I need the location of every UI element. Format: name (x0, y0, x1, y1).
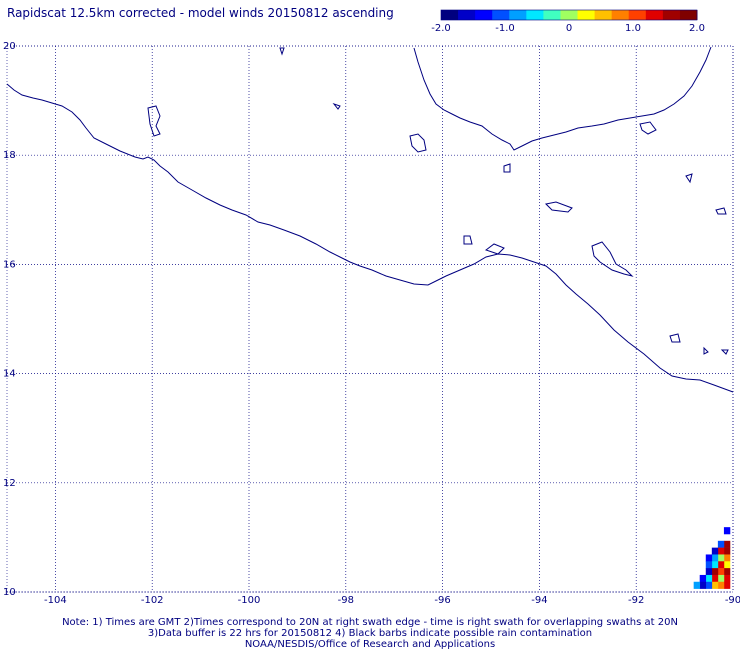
colorbar-segment (662, 10, 681, 20)
colorbar-tick-label: 1.0 (625, 23, 641, 34)
swath-cell (723, 554, 731, 562)
swath-cell (705, 561, 713, 569)
longitude-label: -100 (238, 595, 261, 606)
colorbar-tick-label: -2.0 (431, 23, 451, 34)
latitude-label: 16 (3, 259, 16, 270)
island-14 (279, 47, 285, 56)
longitude-label: -92 (628, 595, 644, 606)
latitude-labels: 10 12 14 16 18 20 (3, 41, 16, 598)
swath-cell (711, 561, 719, 569)
colorbar-segment (611, 10, 630, 20)
swath-cell (717, 547, 725, 555)
colorbar-segment (492, 10, 510, 20)
island-13 (720, 349, 729, 355)
lat-lon-grid (7, 45, 734, 593)
wind-swath (693, 527, 731, 589)
colorbar-segment (441, 10, 459, 20)
latitude-label: 18 (3, 150, 16, 161)
swath-cell (717, 574, 725, 583)
colorbar-frame (440, 9, 698, 21)
latitude-label: 12 (3, 478, 16, 489)
swath-cell (723, 574, 731, 583)
swath-cell (717, 554, 725, 562)
island-3 (409, 133, 427, 153)
longitude-label: -98 (338, 595, 354, 606)
swath-cell (699, 581, 707, 589)
map-frame (6, 45, 734, 593)
colorbar-tick-label: 2.0 (689, 23, 705, 34)
colorbar-segment (526, 10, 544, 20)
swath-cell (705, 554, 713, 562)
longitude-label: -94 (531, 595, 547, 606)
colorbar-ticks: -2.0 -1.0 0 1.0 2.0 (431, 23, 705, 34)
note-line-1: Note: 1) Times are GMT 2)Times correspon… (62, 617, 678, 628)
latitude-label: 10 (3, 587, 16, 598)
colorbar-segment (577, 10, 596, 20)
island-11 (669, 333, 681, 343)
latitude-label: 14 (3, 369, 16, 380)
note-line-3: NOAA/NESDIS/Office of Research and Appli… (244, 639, 496, 650)
swath-cell (723, 527, 731, 535)
longitude-labels: -104 -102 -100 -98 -96 -94 -92 -90 (44, 595, 740, 606)
island-6 (463, 235, 473, 245)
island-7 (484, 243, 505, 255)
island-4 (503, 163, 511, 173)
longitude-label: -96 (434, 595, 450, 606)
island-2 (332, 102, 341, 110)
colorbar-tick-label: -1.0 (495, 23, 515, 34)
colorbar-tick-label: 0 (566, 23, 572, 34)
colorbar-segment (543, 10, 561, 20)
colorbar-segment (509, 10, 527, 20)
island-9 (685, 173, 693, 184)
swath-cell (717, 568, 725, 576)
swath-cell (717, 561, 725, 569)
gulf-coastline (413, 46, 712, 151)
longitude-label: -90 (725, 595, 740, 606)
note-line-2: 3)Data buffer is 22 hrs for 20150812 4) … (147, 628, 593, 639)
colorbar-segment (628, 10, 647, 20)
swath-cell (711, 581, 719, 589)
swath-cell (717, 540, 725, 548)
swath-cell (717, 581, 725, 589)
colorbar-segment (594, 10, 613, 20)
colorbar-segment (645, 10, 664, 20)
swath-cell (723, 581, 731, 589)
map-title: Rapidscat 12.5km corrected - model winds… (7, 6, 394, 20)
swath-cell (723, 547, 731, 555)
swath-cell (711, 568, 719, 576)
coastline (6, 46, 734, 393)
colorbar-segment (679, 10, 698, 20)
longitude-label: -104 (44, 595, 67, 606)
longitude-label: -102 (141, 595, 164, 606)
colorbar-segment (458, 10, 476, 20)
swath-cell (711, 574, 719, 583)
island-1 (147, 105, 161, 137)
colorbar-legend (440, 9, 698, 21)
island-15 (639, 121, 657, 135)
latitude-label: 20 (3, 41, 16, 52)
swath-cell (705, 568, 713, 576)
swath-cell (711, 547, 719, 555)
island-5 (544, 201, 573, 213)
island-8 (591, 241, 634, 277)
island-12 (703, 346, 709, 355)
swath-cell (711, 554, 719, 562)
pacific-coastline (6, 83, 734, 393)
swath-cell (705, 581, 713, 589)
swath-cell (723, 561, 731, 569)
swath-cell (699, 574, 707, 583)
swath-cell (723, 568, 731, 576)
swath-cell (693, 581, 701, 589)
colorbar-segment (475, 10, 493, 20)
colorbar-segment (560, 10, 579, 20)
swath-cell (705, 574, 713, 583)
swath-cell (723, 540, 731, 548)
island-10 (715, 207, 727, 215)
